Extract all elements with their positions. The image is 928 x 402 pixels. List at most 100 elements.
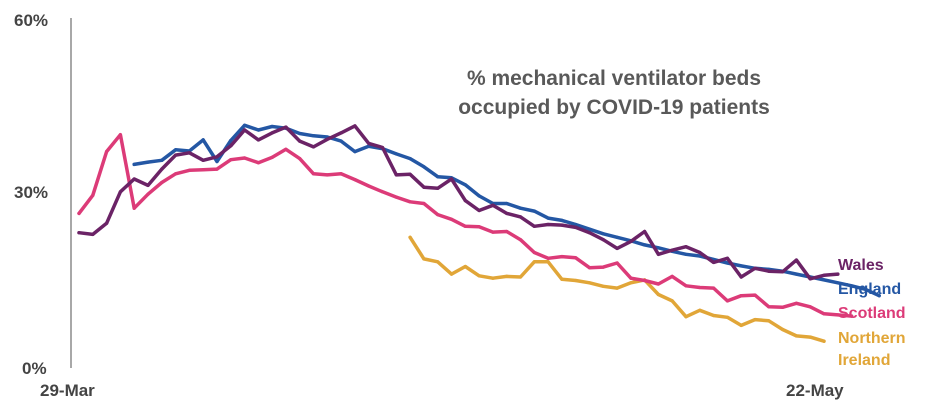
data-point-scotland-3 bbox=[118, 133, 122, 137]
data-point-scotland-26 bbox=[436, 213, 440, 217]
data-point-wales-46 bbox=[712, 260, 716, 264]
data-point-england-17 bbox=[367, 144, 371, 148]
data-point-scotland-47 bbox=[725, 299, 730, 303]
x-tick-label-start: 29-Mar bbox=[40, 381, 95, 400]
data-point-scotland-14 bbox=[270, 155, 274, 159]
data-point-wales-51 bbox=[781, 270, 785, 274]
series-layer bbox=[77, 123, 881, 343]
data-point-england-28 bbox=[518, 206, 523, 210]
data-point-scotland-2 bbox=[105, 150, 109, 154]
data-point-northern-ireland-16 bbox=[629, 281, 633, 285]
data-point-scotland-10 bbox=[215, 167, 219, 171]
data-point-wales-53 bbox=[808, 277, 812, 281]
data-point-scotland-29 bbox=[477, 225, 481, 229]
data-point-england-51 bbox=[836, 281, 840, 285]
data-point-wales-2 bbox=[105, 221, 109, 225]
data-point-england-35 bbox=[615, 235, 619, 239]
data-point-wales-37 bbox=[587, 231, 592, 235]
data-point-wales-22 bbox=[380, 145, 385, 150]
data-point-england-13 bbox=[311, 134, 316, 138]
data-point-scotland-12 bbox=[243, 156, 247, 160]
data-point-england-24 bbox=[463, 183, 467, 187]
data-point-england-34 bbox=[601, 232, 605, 236]
data-point-northern-ireland-25 bbox=[753, 318, 757, 322]
data-point-scotland-52 bbox=[794, 301, 799, 305]
data-point-scotland-32 bbox=[518, 238, 523, 242]
data-point-scotland-35 bbox=[560, 255, 564, 259]
data-point-northern-ireland-0 bbox=[408, 235, 412, 239]
data-point-northern-ireland-21 bbox=[698, 308, 702, 312]
data-point-wales-31 bbox=[505, 211, 509, 215]
series-scotland bbox=[77, 132, 854, 318]
data-point-wales-43 bbox=[670, 248, 674, 252]
data-point-scotland-0 bbox=[77, 211, 81, 215]
data-point-england-52 bbox=[850, 284, 854, 288]
data-point-scotland-43 bbox=[670, 274, 674, 278]
data-point-england-16 bbox=[353, 150, 357, 154]
data-point-scotland-56 bbox=[850, 314, 854, 318]
data-point-scotland-20 bbox=[353, 178, 357, 182]
data-point-wales-19 bbox=[339, 131, 343, 135]
data-point-scotland-44 bbox=[684, 284, 688, 288]
data-point-wales-52 bbox=[794, 258, 799, 262]
data-point-wales-13 bbox=[256, 138, 260, 142]
data-point-northern-ireland-23 bbox=[725, 315, 730, 319]
data-point-england-54 bbox=[877, 294, 881, 298]
data-point-england-53 bbox=[863, 287, 868, 291]
data-point-wales-32 bbox=[518, 215, 523, 219]
data-point-scotland-34 bbox=[546, 256, 550, 260]
data-point-england-32 bbox=[574, 222, 578, 227]
data-point-northern-ireland-24 bbox=[739, 323, 743, 327]
data-point-scotland-55 bbox=[836, 313, 840, 317]
data-point-wales-44 bbox=[684, 245, 688, 249]
data-point-england-19 bbox=[394, 152, 398, 156]
data-point-scotland-21 bbox=[367, 184, 371, 188]
data-point-wales-15 bbox=[284, 125, 288, 129]
data-point-scotland-53 bbox=[808, 305, 812, 309]
data-point-scotland-16 bbox=[298, 157, 302, 161]
data-point-northern-ireland-10 bbox=[546, 260, 550, 264]
data-point-wales-10 bbox=[215, 155, 219, 159]
data-point-england-30 bbox=[546, 216, 550, 220]
series-labels: Wales England Scotland Northern Ireland bbox=[838, 257, 906, 369]
data-point-scotland-19 bbox=[339, 172, 343, 176]
axes: 60% 30% 0% 29-Mar 22-May bbox=[14, 11, 844, 400]
data-point-northern-ireland-29 bbox=[808, 335, 812, 339]
data-point-england-50 bbox=[822, 278, 826, 282]
data-point-wales-7 bbox=[174, 153, 178, 157]
data-point-england-12 bbox=[298, 131, 302, 136]
series-northern-ireland bbox=[408, 235, 826, 343]
data-point-wales-18 bbox=[325, 137, 329, 141]
data-point-northern-ireland-18 bbox=[656, 292, 661, 297]
series-label-scotland: Scotland bbox=[838, 305, 906, 322]
data-point-wales-25 bbox=[422, 185, 426, 189]
series-label-england: England bbox=[838, 281, 901, 298]
data-point-scotland-22 bbox=[380, 190, 385, 194]
data-point-england-5 bbox=[201, 138, 205, 142]
data-point-northern-ireland-19 bbox=[670, 299, 674, 303]
data-point-wales-30 bbox=[491, 203, 495, 207]
data-point-scotland-13 bbox=[256, 161, 260, 165]
data-point-wales-29 bbox=[477, 208, 481, 213]
data-point-wales-21 bbox=[367, 141, 371, 145]
data-point-scotland-5 bbox=[146, 192, 150, 196]
data-point-wales-33 bbox=[532, 224, 536, 228]
data-point-wales-36 bbox=[574, 225, 578, 229]
data-point-scotland-7 bbox=[174, 172, 178, 176]
data-point-england-38 bbox=[656, 246, 661, 250]
y-tick-label-60: 60% bbox=[14, 11, 48, 30]
data-point-scotland-11 bbox=[229, 158, 233, 162]
y-tick-label-0: 0% bbox=[22, 359, 47, 378]
data-point-wales-42 bbox=[656, 252, 661, 256]
data-point-scotland-50 bbox=[767, 305, 771, 309]
data-point-wales-45 bbox=[698, 250, 702, 255]
data-point-wales-40 bbox=[629, 239, 633, 243]
data-point-wales-8 bbox=[187, 151, 191, 155]
data-point-england-6 bbox=[215, 159, 219, 164]
data-point-wales-28 bbox=[463, 199, 467, 203]
data-point-scotland-42 bbox=[656, 282, 661, 286]
data-point-scotland-37 bbox=[587, 266, 592, 270]
data-point-england-21 bbox=[422, 165, 426, 169]
data-point-scotland-6 bbox=[160, 180, 164, 185]
data-point-scotland-18 bbox=[325, 173, 329, 177]
